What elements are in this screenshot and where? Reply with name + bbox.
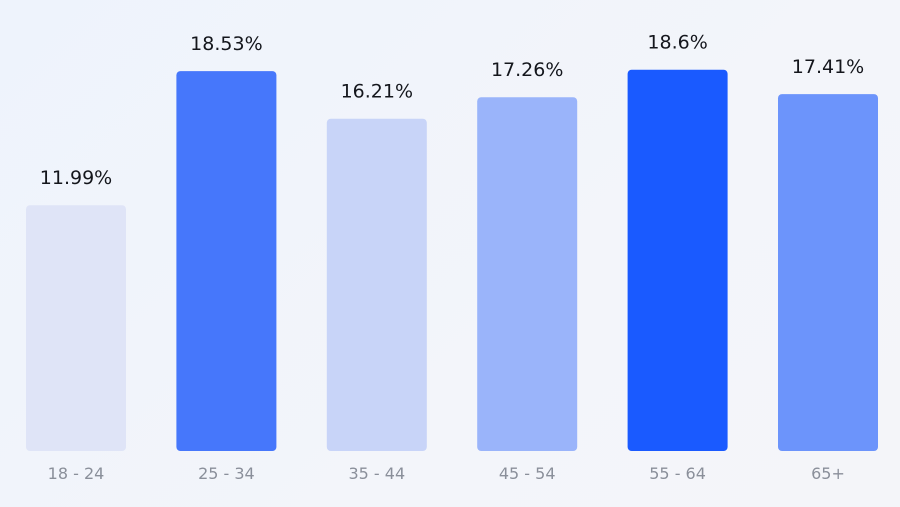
data-label-2: 16.21% [341, 81, 413, 103]
bar-3 [477, 97, 578, 451]
data-label-0: 11.99% [40, 167, 112, 189]
bar-0 [26, 205, 126, 451]
category-label-4: 55 - 64 [649, 464, 706, 483]
data-label-5: 17.41% [792, 56, 864, 78]
bars-group [26, 69, 878, 451]
category-labels-group: 18 - 24 25 - 34 35 - 44 45 - 54 55 - 64 65+ [48, 464, 845, 483]
category-label-1: 25 - 34 [198, 464, 255, 483]
data-label-4: 18.6% [647, 32, 707, 54]
category-label-2: 35 - 44 [348, 464, 405, 483]
category-label-5: 65+ [811, 464, 845, 483]
bar-2 [326, 118, 427, 451]
bar-1 [176, 71, 277, 451]
data-label-3: 17.26% [491, 59, 563, 81]
category-label-0: 18 - 24 [48, 464, 105, 483]
bar-5 [778, 94, 878, 451]
category-label-3: 45 - 54 [499, 464, 556, 483]
bar-4 [627, 69, 728, 451]
data-label-1: 18.53% [190, 33, 262, 55]
value-labels-group: 11.99% 18.53% 16.21% 17.26% 18.6% 17.41% [40, 32, 864, 189]
